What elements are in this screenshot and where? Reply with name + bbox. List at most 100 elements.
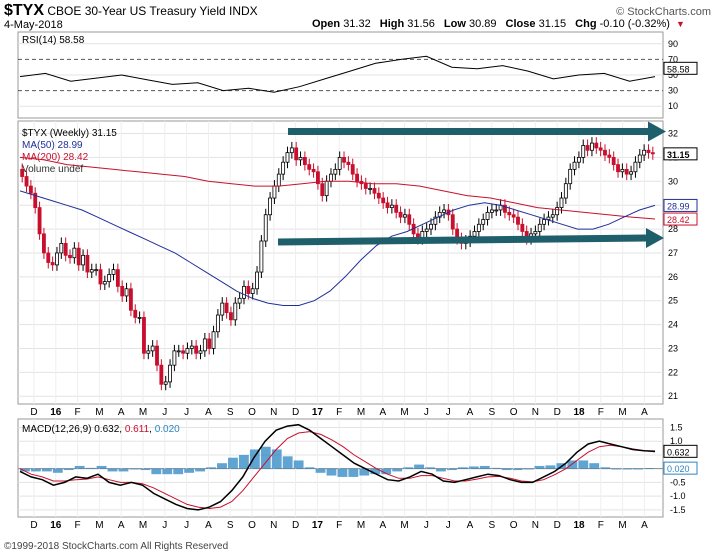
macd-histogram-bar xyxy=(370,468,381,475)
macd-histogram-bar xyxy=(41,468,52,472)
macd-tick-label: -1.0 xyxy=(670,491,686,501)
macd-x-tick-label: A xyxy=(379,520,386,531)
candle xyxy=(389,204,394,208)
candle xyxy=(407,214,412,225)
candle xyxy=(120,285,125,297)
candle xyxy=(520,223,525,232)
candle xyxy=(85,254,90,273)
candle xyxy=(511,214,516,218)
candle xyxy=(155,345,159,366)
macd-histogram-bar xyxy=(162,468,173,475)
macd-histogram-bar xyxy=(403,467,414,469)
candle xyxy=(268,197,273,216)
candle xyxy=(333,168,338,175)
candle xyxy=(450,214,455,230)
price-x-tick-label: O xyxy=(510,407,518,418)
macd-histogram-bar xyxy=(96,465,107,469)
candle xyxy=(294,147,299,161)
chg-value: -0.10 (-0.32%) xyxy=(599,18,670,30)
candle xyxy=(172,350,177,366)
chart-date: 4-May-2018 xyxy=(4,19,63,31)
quote-bar: Open 31.32 High 31.56 Low 30.89 Close 31… xyxy=(312,18,685,30)
candle xyxy=(603,149,607,156)
macd-histogram-bar xyxy=(446,468,457,471)
ma200-label: MA(200) 28.42 xyxy=(22,152,89,163)
channel-arrow-head xyxy=(646,228,664,248)
macd-histogram-bar xyxy=(501,468,512,471)
candle xyxy=(476,223,481,232)
macd-x-tick-label: S xyxy=(488,520,495,531)
candle xyxy=(355,173,359,182)
candle xyxy=(489,209,494,213)
candle xyxy=(68,254,72,259)
macd-x-tick-label: J xyxy=(162,520,167,531)
candle xyxy=(194,345,199,354)
price-value-box xyxy=(663,147,698,161)
price-x-tick-label: N xyxy=(532,407,539,418)
channel-arrow-head xyxy=(648,121,666,142)
candle xyxy=(590,142,594,151)
candle xyxy=(124,288,129,297)
candle xyxy=(207,338,212,349)
macd-x-tick-label: O xyxy=(248,520,256,531)
high-value: 31.56 xyxy=(407,18,435,30)
candle xyxy=(585,145,590,151)
copyright-footer: ©1999-2018 StockCharts.com All Rights Re… xyxy=(4,541,229,552)
candle xyxy=(607,154,612,158)
candle xyxy=(246,285,251,294)
candle xyxy=(363,183,368,189)
macd-x-tick-label: F xyxy=(75,520,81,531)
macd-histogram-bar xyxy=(326,468,337,476)
ma50-line xyxy=(19,190,656,306)
candle xyxy=(41,233,46,254)
open-value: 31.32 xyxy=(343,18,371,30)
candle xyxy=(337,157,342,170)
macd-x-tick-label: A xyxy=(467,520,474,531)
macd-line xyxy=(19,423,656,511)
candle xyxy=(346,161,351,165)
macd-x-tick-label: N xyxy=(532,520,539,531)
signal-value: 0.611 xyxy=(125,424,150,435)
macd-histogram-bar xyxy=(238,454,249,469)
open-label: Open xyxy=(312,18,341,30)
macd-histogram-bar xyxy=(337,468,348,477)
macd-label: MACD(12,26,9) 0.632, 0.611, 0.020 xyxy=(22,424,180,435)
price-tick-label: 25 xyxy=(668,296,678,306)
candle xyxy=(324,180,329,197)
candle xyxy=(250,288,255,294)
candle xyxy=(394,204,399,213)
macd-histogram-bar xyxy=(644,468,654,469)
macd-tick-label: -0.5 xyxy=(670,477,686,487)
macd-x-tick-label: F xyxy=(336,520,342,531)
macd-x-tick-label: J xyxy=(184,520,189,531)
macd-histogram-bar xyxy=(600,467,611,469)
candle xyxy=(111,269,116,275)
price-x-tick-label: D xyxy=(292,407,299,418)
low-label: Low xyxy=(443,18,466,30)
candle xyxy=(633,161,638,173)
price-value-label: 28.42 xyxy=(667,215,690,225)
candle xyxy=(28,185,33,194)
candle xyxy=(442,209,446,213)
signal-line xyxy=(19,431,656,510)
macd-histogram-bar xyxy=(228,457,238,469)
candle xyxy=(168,364,172,383)
candle xyxy=(650,152,655,155)
candle xyxy=(211,331,216,349)
candle xyxy=(507,211,512,216)
candle xyxy=(50,262,55,266)
macd-histogram-bar xyxy=(578,460,589,469)
candle xyxy=(598,147,603,151)
candle xyxy=(642,149,647,156)
volume-label: Volume undef xyxy=(22,164,83,175)
candle xyxy=(298,157,303,161)
candle xyxy=(146,350,151,354)
candle xyxy=(311,168,316,173)
candle xyxy=(611,157,616,165)
macd-histogram-bar xyxy=(348,468,359,477)
candle xyxy=(516,216,520,225)
price-x-tick-label: M xyxy=(95,407,103,418)
price-x-tick-label: A xyxy=(641,407,648,418)
price-x-tick-label: N xyxy=(270,407,277,418)
candle xyxy=(320,183,325,197)
